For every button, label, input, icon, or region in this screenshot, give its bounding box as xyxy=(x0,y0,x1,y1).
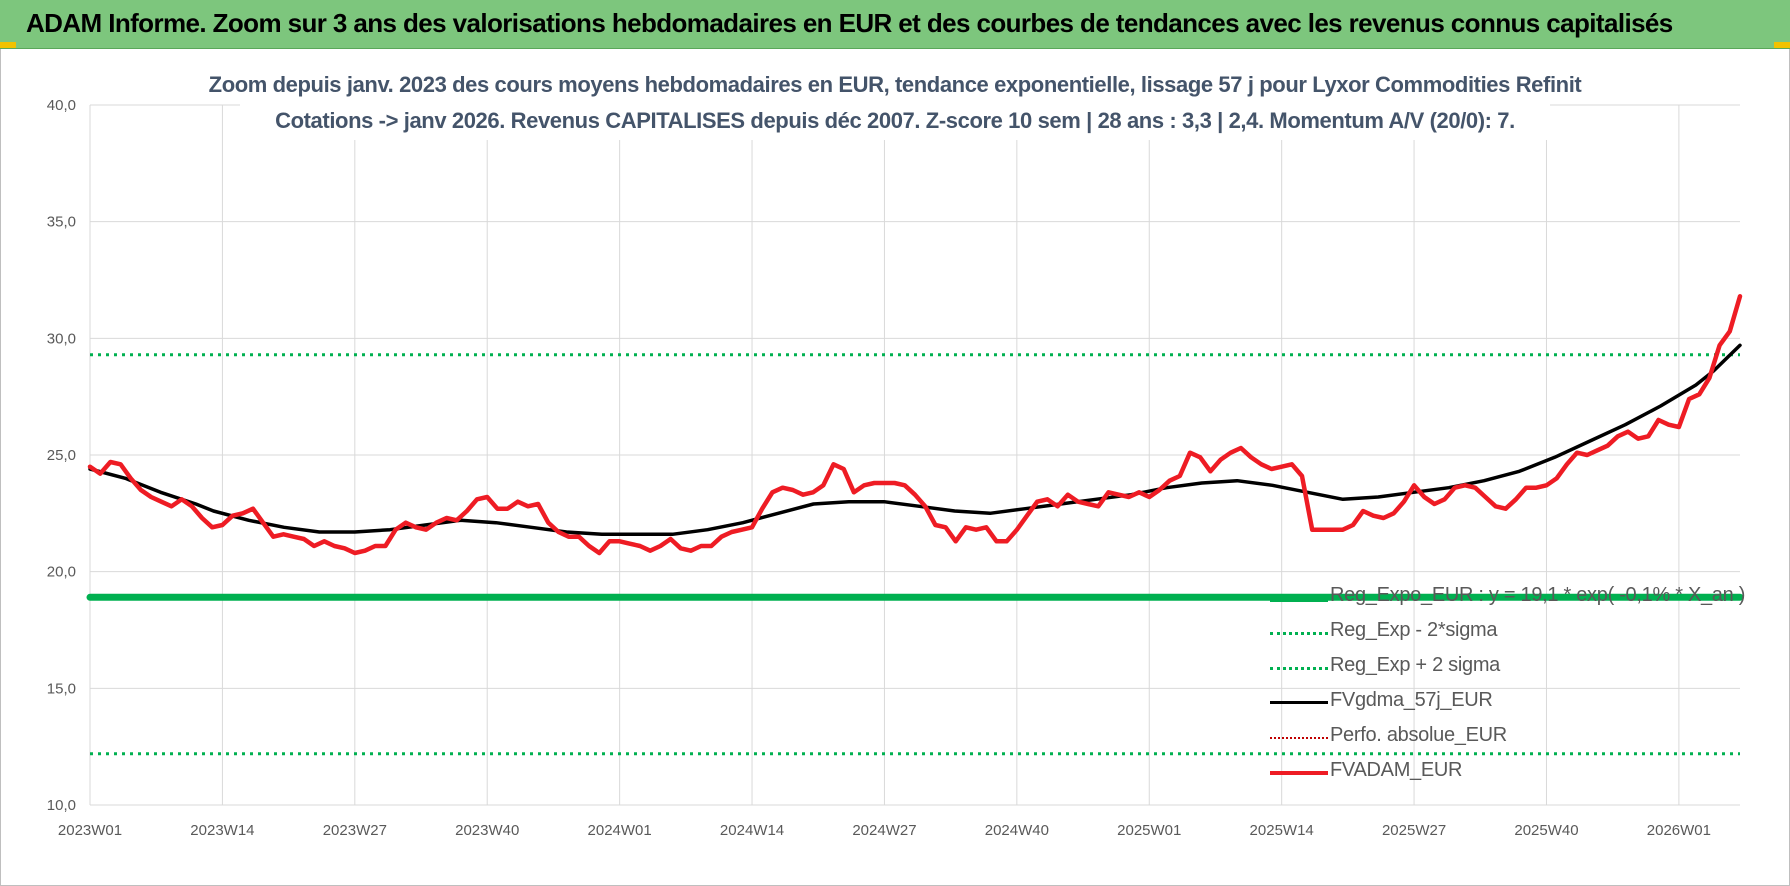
x-tick-label: 2025W40 xyxy=(1514,822,1578,839)
legend-swatch xyxy=(1270,770,1328,775)
legend-swatch xyxy=(1270,594,1328,602)
banner-title: ADAM Informe. Zoom sur 3 ans des valoris… xyxy=(26,8,1673,38)
series-line-solid xyxy=(88,343,1742,537)
x-axis-ticks: 2023W01 2023W14 2023W27 2023W40 2024W01 2024W… xyxy=(58,822,1711,839)
y-tick-label: 10,0 xyxy=(47,797,76,814)
legend-label: FVgdma_57j_EUR xyxy=(1330,689,1493,711)
x-tick-label: 2024W01 xyxy=(588,822,652,839)
legend-label: FVADAM_EUR xyxy=(1330,759,1463,781)
chart-legend: Reg_Expo_EUR : y = 19,1 * exp( -0,1% * X… xyxy=(1270,580,1745,790)
legend-entry: Reg_Exp + 2 sigma xyxy=(1270,650,1740,685)
y-tick-label: 40,0 xyxy=(47,97,76,114)
x-tick-label: 2023W14 xyxy=(190,822,254,839)
y-tick-label: 15,0 xyxy=(47,680,76,697)
legend-swatch xyxy=(1270,737,1328,739)
y-tick-label: 30,0 xyxy=(47,330,76,347)
legend-label: Perfo. absolue_EUR xyxy=(1330,724,1507,746)
x-tick-label: 2026W01 xyxy=(1647,822,1711,839)
chart-title-line2: Cotations -> janv 2026. Revenus CAPITALI… xyxy=(275,108,1515,133)
legend-entry: Perfo. absolue_EUR xyxy=(1270,720,1740,755)
legend-swatch xyxy=(1270,666,1328,670)
x-tick-label: 2024W14 xyxy=(720,822,784,839)
chart-title-background xyxy=(240,68,1550,140)
x-tick-label: 2024W27 xyxy=(852,822,916,839)
series-line-solid-thick-red xyxy=(87,294,1743,556)
x-tick-label: 2025W14 xyxy=(1250,822,1314,839)
chart-title-line1: Zoom depuis janv. 2023 des cours moyens … xyxy=(208,72,1582,97)
legend-swatch xyxy=(1270,701,1328,705)
legend-entry: FVgdma_57j_EUR xyxy=(1270,685,1740,720)
corner-accent-left xyxy=(0,42,16,48)
legend-entry: Reg_Expo_EUR : y = 19,1 * exp( -0,1% * X… xyxy=(1270,580,1745,615)
x-tick-label: 2023W01 xyxy=(58,822,122,839)
y-tick-label: 20,0 xyxy=(47,564,76,581)
y-tick-label: 25,0 xyxy=(47,447,76,464)
legend-entry: FVADAM_EUR xyxy=(1270,755,1740,790)
legend-swatch xyxy=(1270,631,1328,635)
legend-label: Reg_Expo_EUR : y = 19,1 * exp( -0,1% * X… xyxy=(1330,584,1746,606)
legend-label: Reg_Exp - 2*sigma xyxy=(1330,619,1498,641)
legend-label: Reg_Exp + 2 sigma xyxy=(1330,654,1500,676)
chart-grid xyxy=(89,68,1740,806)
header-banner: ADAM Informe. Zoom sur 3 ans des valoris… xyxy=(0,0,1790,49)
chart-series xyxy=(86,294,1744,756)
y-tick-label: 35,0 xyxy=(47,214,76,231)
x-tick-label: 2025W01 xyxy=(1117,822,1181,839)
y-axis-ticks: 10,0 15,0 20,0 25,0 30,0 35,0 40,0 xyxy=(47,97,76,814)
x-tick-label: 2023W27 xyxy=(323,822,387,839)
x-tick-label: 2024W40 xyxy=(985,822,1049,839)
x-tick-label: 2023W40 xyxy=(455,822,519,839)
legend-entry: Reg_Exp - 2*sigma xyxy=(1270,615,1740,650)
x-tick-label: 2025W27 xyxy=(1382,822,1446,839)
corner-accent-right xyxy=(1774,42,1790,48)
